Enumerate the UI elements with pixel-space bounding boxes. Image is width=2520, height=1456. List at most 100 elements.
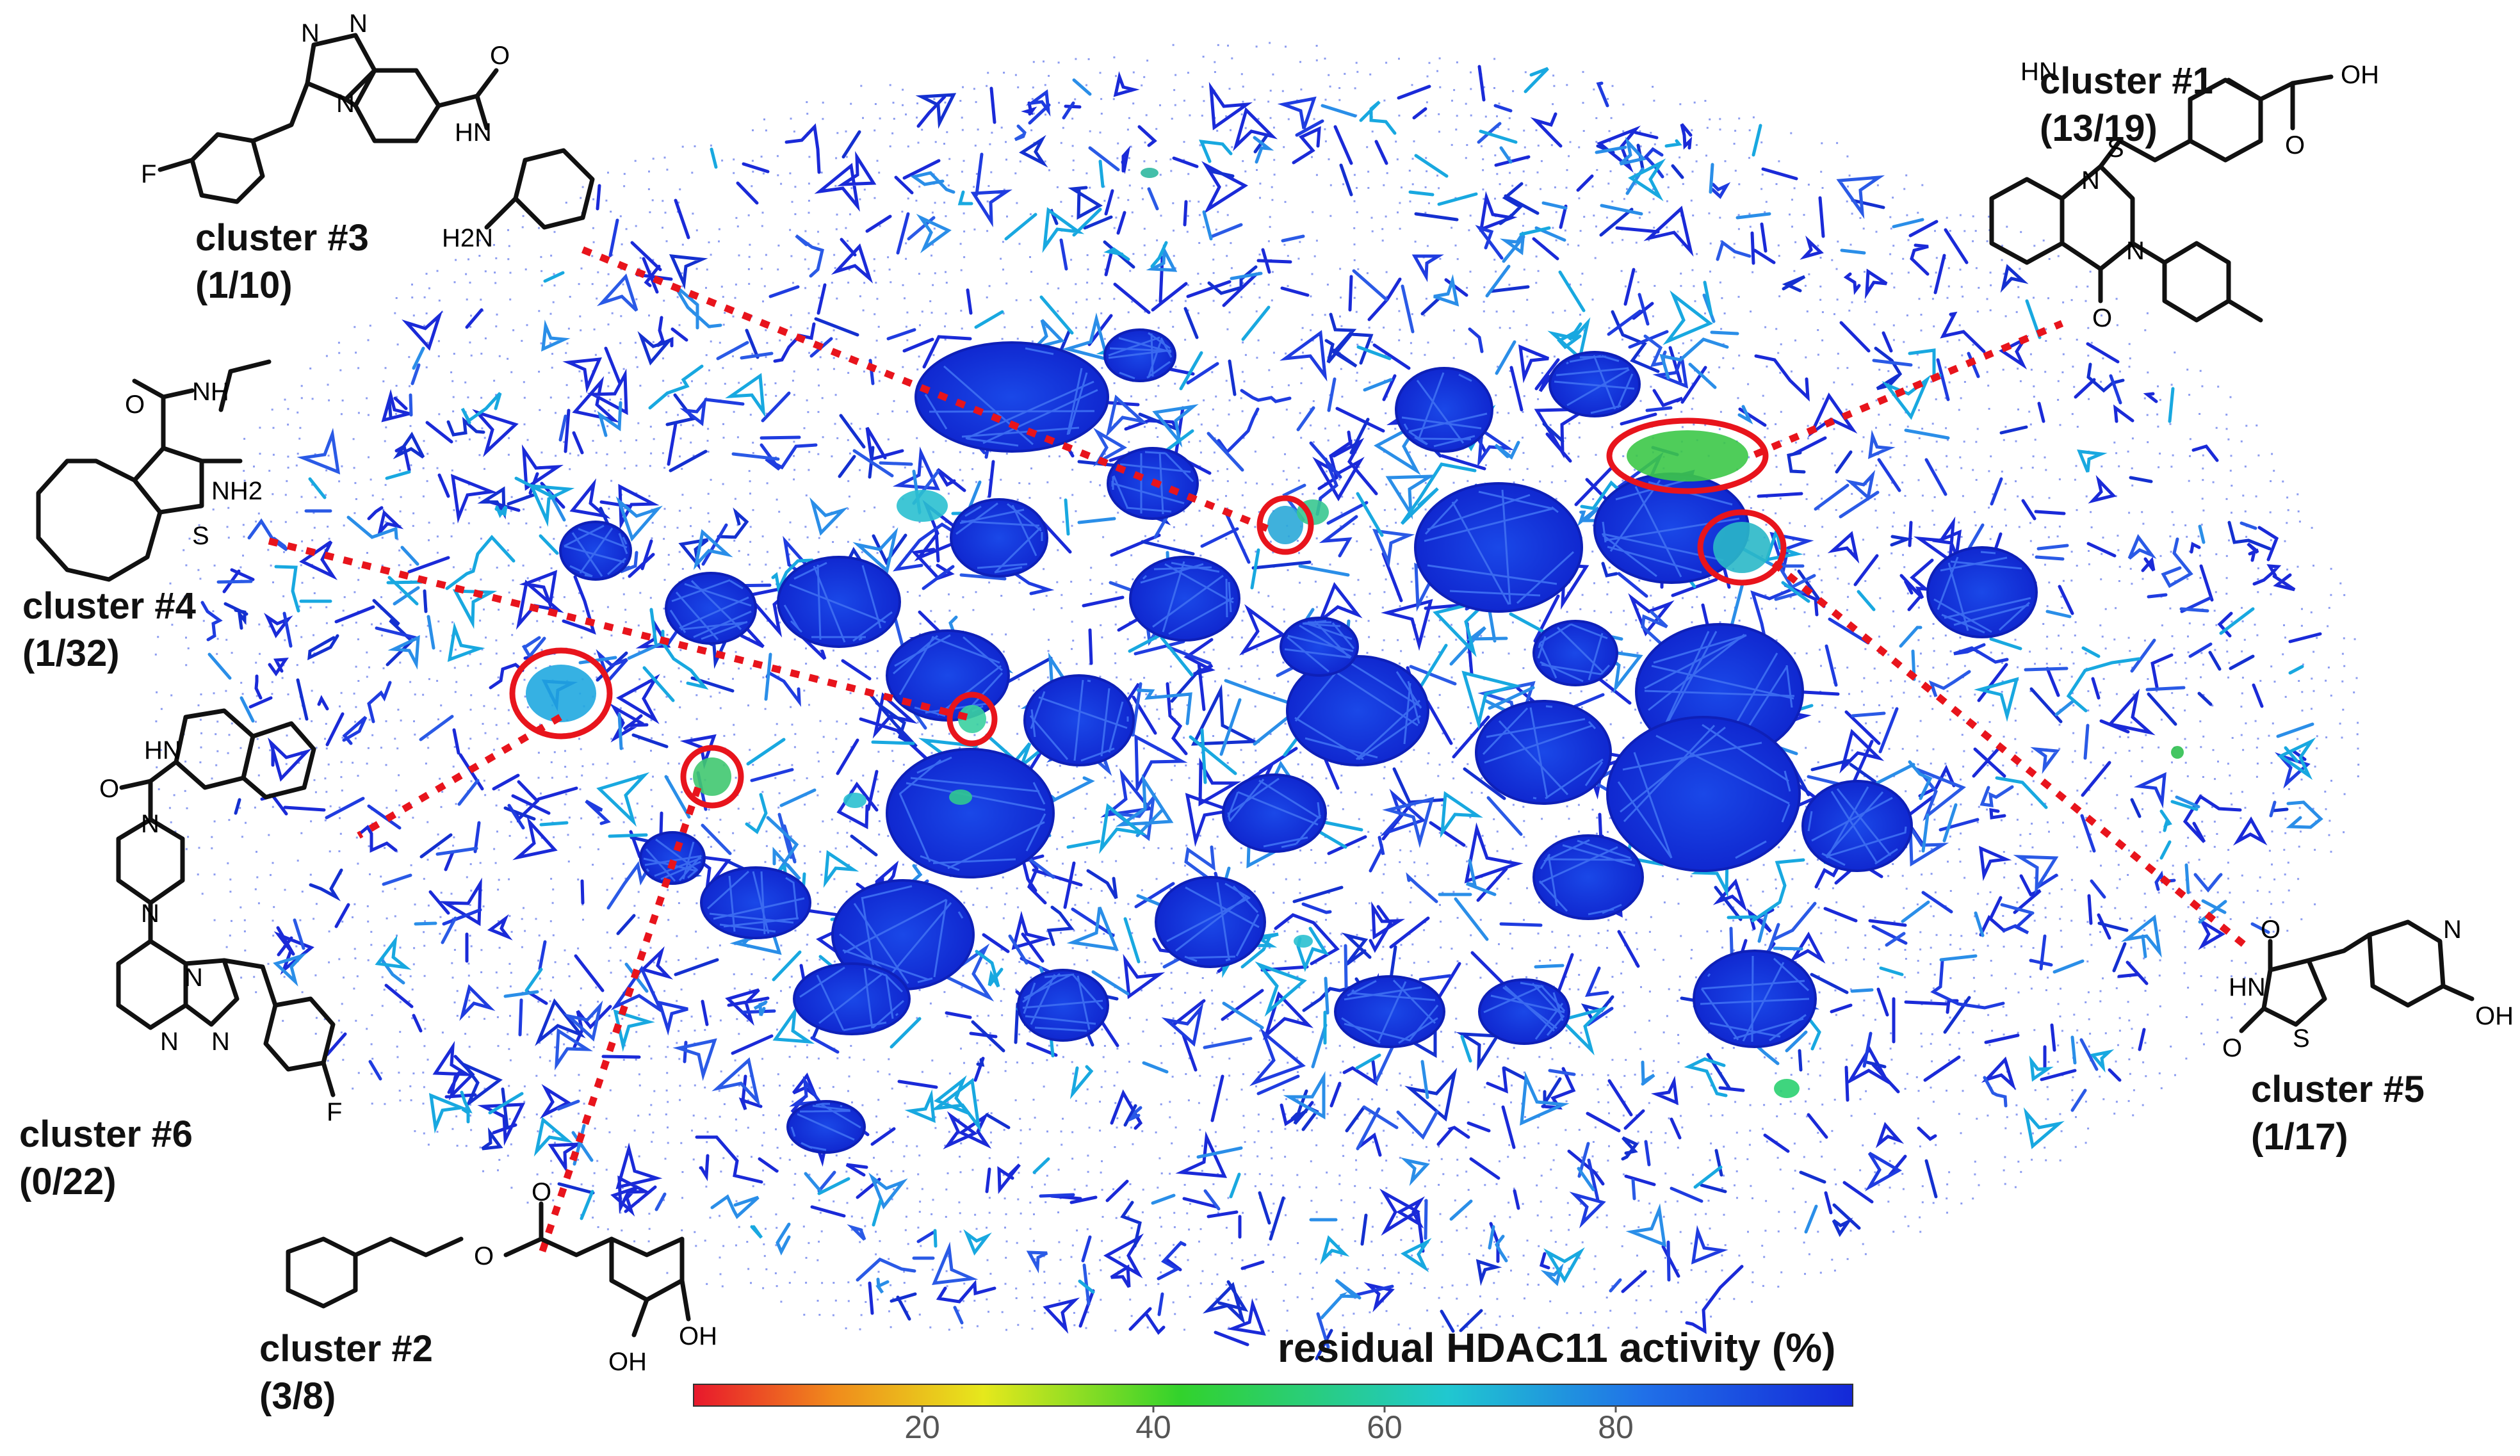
atom-label: N [336,90,355,118]
atom-label: S [2107,134,2124,163]
atom-label: S [192,522,209,550]
connector-lines [268,246,2250,1256]
connector-line-cluster-6 [357,714,562,839]
blob-texture [1483,982,1566,1040]
cluster-blob [1801,780,1913,872]
atom-labels: HN OH O N S N O O O OH OH N N N O HN H2N… [99,10,2514,1376]
atom-label: OH [2341,61,2379,89]
active-patch [693,757,731,796]
blob-texture [783,562,893,643]
cluster-label-6: cluster #6 (0/22) [19,1111,193,1206]
colorbar-tick: 40 [1135,1409,1171,1445]
blob-texture [1227,777,1322,848]
atom-label: N [211,1028,230,1056]
cluster-blob [1414,482,1583,613]
blob-texture [955,502,1043,574]
network-edges [200,65,2323,1361]
cluster-blob [1222,773,1327,853]
active-patch [897,490,948,522]
molecule-cluster-4 [36,359,272,582]
colorbar-tick: 60 [1367,1409,1402,1445]
cluster-blob [1395,367,1493,453]
blob-texture [1108,332,1173,380]
atom-label: O [532,1178,551,1206]
atom-label: HN [144,736,181,764]
molecule-cluster-1 [1989,74,2334,323]
blob-texture [1294,661,1422,761]
cluster-name: cluster #6 [19,1113,193,1155]
cluster-name: cluster #4 [22,585,196,627]
cluster-blob [1478,978,1570,1045]
cluster-blob [1549,351,1641,417]
cluster-blob [1103,328,1176,382]
atom-label: N [2443,916,2462,944]
atom-label: HN [2229,973,2266,1001]
cluster-label-1: cluster #1 (13/19) [2040,58,2213,152]
connector-line-cluster-3 [581,246,1276,535]
atom-label: O [125,391,145,419]
highlight-cluster-6 [509,647,613,740]
cluster-ratio: (1/10) [195,264,293,306]
cluster-ratio: (3/8) [259,1375,336,1417]
atom-label: O [490,42,510,70]
atom-label: O [2285,131,2305,159]
cluster-label-5: cluster #5 (1/17) [2251,1066,2425,1161]
highlight-cluster-2 [680,745,744,809]
blob-texture [1424,489,1575,605]
blob-texture [1537,623,1611,683]
atom-label: NH [192,378,229,406]
atom-label: N [2126,237,2145,265]
atom-label: HN [455,118,492,147]
cluster-blob [886,748,1055,878]
edge-group [200,81,2311,1316]
atom-label: N [141,810,159,838]
atom-label: N [301,19,320,47]
cluster-blob [1532,620,1618,686]
cluster-blob [1475,700,1612,805]
blob-texture [1538,839,1636,916]
connector-line-cluster-2 [537,786,702,1256]
active-patch [1294,935,1313,948]
molecule-cluster-5 [2239,919,2475,1033]
cluster-label-4: cluster #4 (1/32) [22,583,196,677]
atom-label: O [2222,1034,2242,1062]
cluster-blobs [559,328,2038,1154]
atom-label: N [141,900,159,928]
cluster-blob [665,572,757,645]
blob-texture [1554,355,1635,414]
cluster-blob [1286,655,1429,766]
cluster-name: cluster #1 [2040,60,2213,102]
cluster-label-2: cluster #2 (3/8) [259,1325,433,1420]
cluster-ratio: (1/17) [2251,1116,2348,1158]
connector-line-cluster-4 [268,537,968,721]
blob-texture [790,1103,861,1151]
blob-texture [1022,973,1104,1032]
cluster-blob [950,498,1048,578]
blob-texture [839,885,964,985]
cluster-ratio: (0/22) [19,1161,117,1202]
active-patches [526,168,2184,1098]
blob-texture [1617,724,1791,859]
blob-texture [1482,705,1604,800]
colorbar-ticks [921,1406,1617,1412]
atom-label: S [2293,1024,2310,1053]
molecule-cluster-3 [158,33,595,230]
highlight-cluster-3 [1256,495,1314,555]
blob-texture [669,579,752,640]
atom-label: H2N [442,224,493,252]
cluster-name: cluster #5 [2251,1069,2425,1110]
atom-label: O [2092,304,2112,332]
highlight-cluster-4 [947,692,998,747]
blob-texture [799,966,904,1031]
cluster-ratio: (13/19) [2040,108,2158,149]
atom-label: N [184,964,203,992]
molecule-cluster-6 [116,708,336,1097]
atom-label: F [327,1098,342,1126]
cluster-blob [1280,617,1359,677]
atom-label: O [2261,916,2280,944]
cluster-blob [1606,716,1801,872]
cluster-name: cluster #3 [195,217,369,259]
blob-texture [924,347,1098,447]
highlight-circles [509,417,1787,809]
